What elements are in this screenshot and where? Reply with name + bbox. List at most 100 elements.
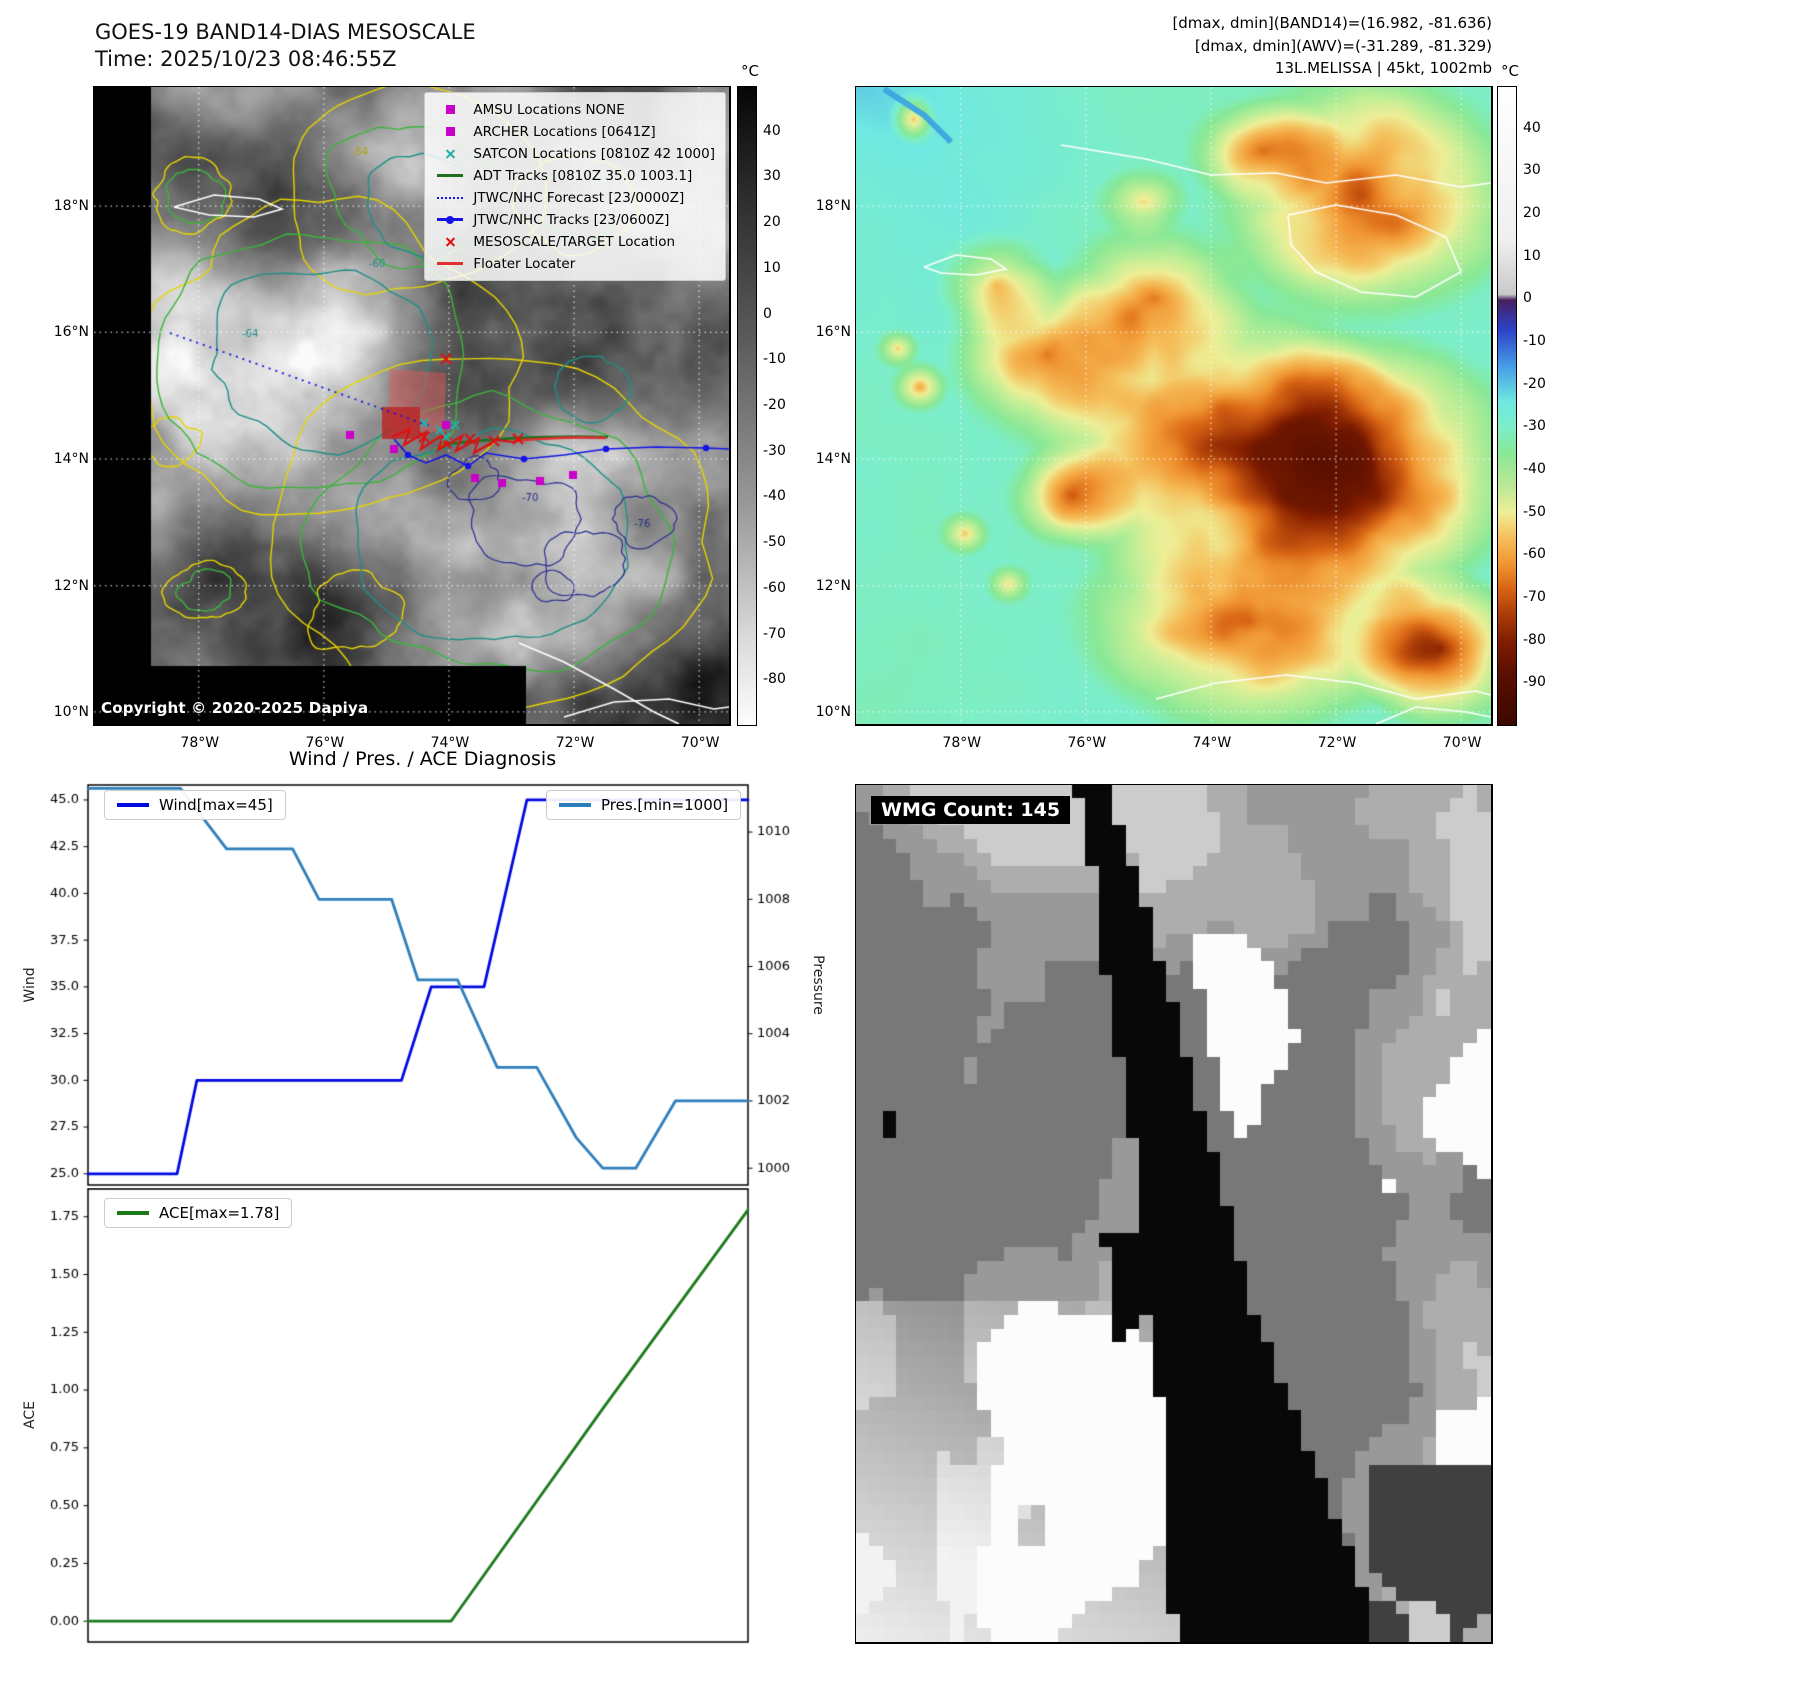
lat-tick-label: 10°N: [815, 703, 851, 720]
lon-tick-label: 78°W: [180, 735, 220, 751]
diagnosis-title: Wind / Pres. / ACE Diagnosis: [288, 748, 557, 770]
lat-tick-label: 14°N: [815, 451, 851, 467]
wmg-count-label: WMG Count: 145: [871, 796, 1071, 824]
legend-item: AMSU Locations NONE: [435, 100, 715, 119]
line-marker-icon: [435, 262, 465, 265]
pressure-legend: Pres.[min=1000]: [546, 790, 742, 820]
lat-tick-label: 10°N: [53, 703, 89, 720]
wmg-image-canvas: [856, 785, 1491, 1642]
pressure-axis-label: Pressure: [810, 955, 826, 1015]
colorbar-tick-label: 30: [1523, 162, 1541, 179]
band14-legend: AMSU Locations NONE ARCHER Locations [064…: [424, 92, 726, 281]
lon-tick-label: 72°W: [1317, 735, 1357, 751]
colorbar-tick-label: -50: [1523, 503, 1546, 520]
legend-item: ARCHER Locations [0641Z]: [435, 122, 715, 141]
colorbar-tick-label: 30: [763, 168, 781, 185]
lat-tick-label: 16°N: [815, 324, 851, 341]
band14-map-frame: Copyright © 2020-2025 Dapiya AMSU Locati…: [93, 86, 731, 726]
lat-tick-label: 18°N: [53, 198, 89, 215]
awv-map-canvas: [856, 87, 1491, 724]
colorbar-tick-label: -20: [763, 397, 786, 413]
colorbar-tick-label: -60: [1523, 546, 1546, 563]
lon-tick-label: 74°W: [1192, 735, 1232, 751]
line-marker-icon: [435, 174, 465, 177]
awv-header-storm-id: 13L.MELISSA | 45kt, 1002mb: [1274, 59, 1492, 77]
lon-tick-label: 76°W: [1067, 735, 1107, 751]
wind-axis-label: Wind: [22, 967, 38, 1003]
legend-item: MESOSCALE/TARGET Location: [435, 232, 715, 251]
colorbar-tick-label: -40: [763, 488, 786, 505]
lon-tick-label: 70°W: [680, 735, 720, 751]
colorbar-tick-label: 40: [763, 122, 781, 139]
ace-legend-label: ACE[max=1.78]: [159, 1204, 280, 1222]
colorbar-tick-label: -30: [1523, 418, 1546, 435]
pressure-legend-swatch: [559, 803, 591, 807]
wind-legend-label: Wind[max=45]: [159, 796, 273, 814]
colorbar-tick-label: 20: [763, 214, 781, 231]
ace-chart-canvas: [40, 1188, 810, 1650]
band14-time: Time: 2025/10/23 08:46:55Z: [95, 47, 397, 71]
awv-map-frame: [855, 86, 1493, 726]
lon-tick-label: 76°W: [305, 735, 345, 751]
band14-colorbar: [737, 86, 757, 726]
colorbar-tick-label: -50: [763, 534, 786, 551]
lat-tick-label: 12°N: [815, 577, 851, 594]
awv-colorbar: [1497, 86, 1517, 726]
colorbar-tick-label: -30: [763, 442, 786, 459]
lat-tick-label: 14°N: [53, 451, 89, 467]
legend-item: ADT Tracks [0810Z 35.0 1003.1]: [435, 166, 715, 185]
lon-tick-label: 78°W: [942, 735, 982, 751]
legend-label: ADT Tracks [0810Z 35.0 1003.1]: [473, 167, 693, 184]
ace-legend-swatch: [117, 1211, 149, 1215]
legend-item: JTWC/NHC Forecast [23/0000Z]: [435, 188, 715, 207]
lat-tick-label: 16°N: [53, 324, 89, 341]
legend-label: MESOSCALE/TARGET Location: [473, 233, 676, 250]
wmg-frame: [855, 784, 1493, 1644]
colorbar-tick-label: -10: [1523, 333, 1546, 349]
legend-item: SATCON Locations [0810Z 42 1000]: [435, 144, 715, 163]
awv-colorbar-gradient: [1498, 87, 1516, 725]
dotted-marker-icon: [435, 196, 465, 199]
square-marker-icon: [435, 105, 465, 114]
legend-item: JTWC/NHC Tracks [23/0600Z]: [435, 210, 715, 229]
colorbar-tick-label: -20: [1523, 375, 1546, 392]
awv-colorbar-unit: °C: [1501, 62, 1519, 80]
colorbar-tick-label: -70: [763, 625, 786, 642]
ace-legend: ACE[max=1.78]: [104, 1198, 293, 1228]
colorbar-tick-label: 0: [763, 305, 772, 322]
band14-title: GOES-19 BAND14-DIAS MESOSCALE: [95, 20, 476, 44]
legend-label: JTWC/NHC Forecast [23/0000Z]: [473, 189, 685, 206]
copyright-text: Copyright © 2020-2025 Dapiya: [101, 699, 369, 717]
awv-header-awv-range: [dmax, dmin](AWV)=(-31.289, -81.329): [1194, 36, 1492, 55]
lon-tick-label: 74°W: [430, 735, 470, 751]
lon-tick-label: 70°W: [1442, 735, 1482, 751]
colorbar-tick-label: -40: [1523, 461, 1546, 477]
line-dot-marker-icon: [435, 215, 465, 224]
colorbar-tick-label: 0: [1523, 290, 1532, 307]
awv-header: [dmax, dmin](BAND14)=(16.982, -81.636) […: [892, 12, 1492, 80]
colorbar-tick-label: -60: [763, 579, 786, 596]
colorbar-tick-label: 20: [1523, 205, 1541, 221]
band14-colorbar-gradient: [738, 87, 756, 725]
colorbar-tick-label: -10: [763, 351, 786, 368]
ace-axis-label: ACE: [22, 1401, 38, 1429]
legend-label: ARCHER Locations [0641Z]: [473, 123, 656, 140]
x-marker-icon: [435, 232, 465, 251]
colorbar-tick-label: -70: [1523, 589, 1546, 605]
colorbar-tick-label: -80: [763, 671, 786, 688]
colorbar-tick-label: -90: [1523, 674, 1546, 691]
lon-tick-label: 72°W: [555, 735, 595, 751]
colorbar-tick-label: 10: [1523, 247, 1541, 264]
legend-label: AMSU Locations NONE: [473, 101, 625, 118]
x-marker-icon: [435, 144, 465, 163]
pressure-legend-label: Pres.[min=1000]: [601, 796, 729, 814]
wind-legend-swatch: [117, 803, 149, 807]
square-marker-icon: [435, 127, 465, 136]
lat-tick-label: 18°N: [815, 198, 851, 215]
wind-legend: Wind[max=45]: [104, 790, 286, 820]
colorbar-tick-label: 10: [763, 259, 781, 276]
legend-label: Floater Locater: [473, 255, 576, 272]
lat-tick-label: 12°N: [53, 577, 89, 594]
legend-label: SATCON Locations [0810Z 42 1000]: [473, 145, 715, 162]
legend-label: JTWC/NHC Tracks [23/0600Z]: [473, 211, 670, 228]
